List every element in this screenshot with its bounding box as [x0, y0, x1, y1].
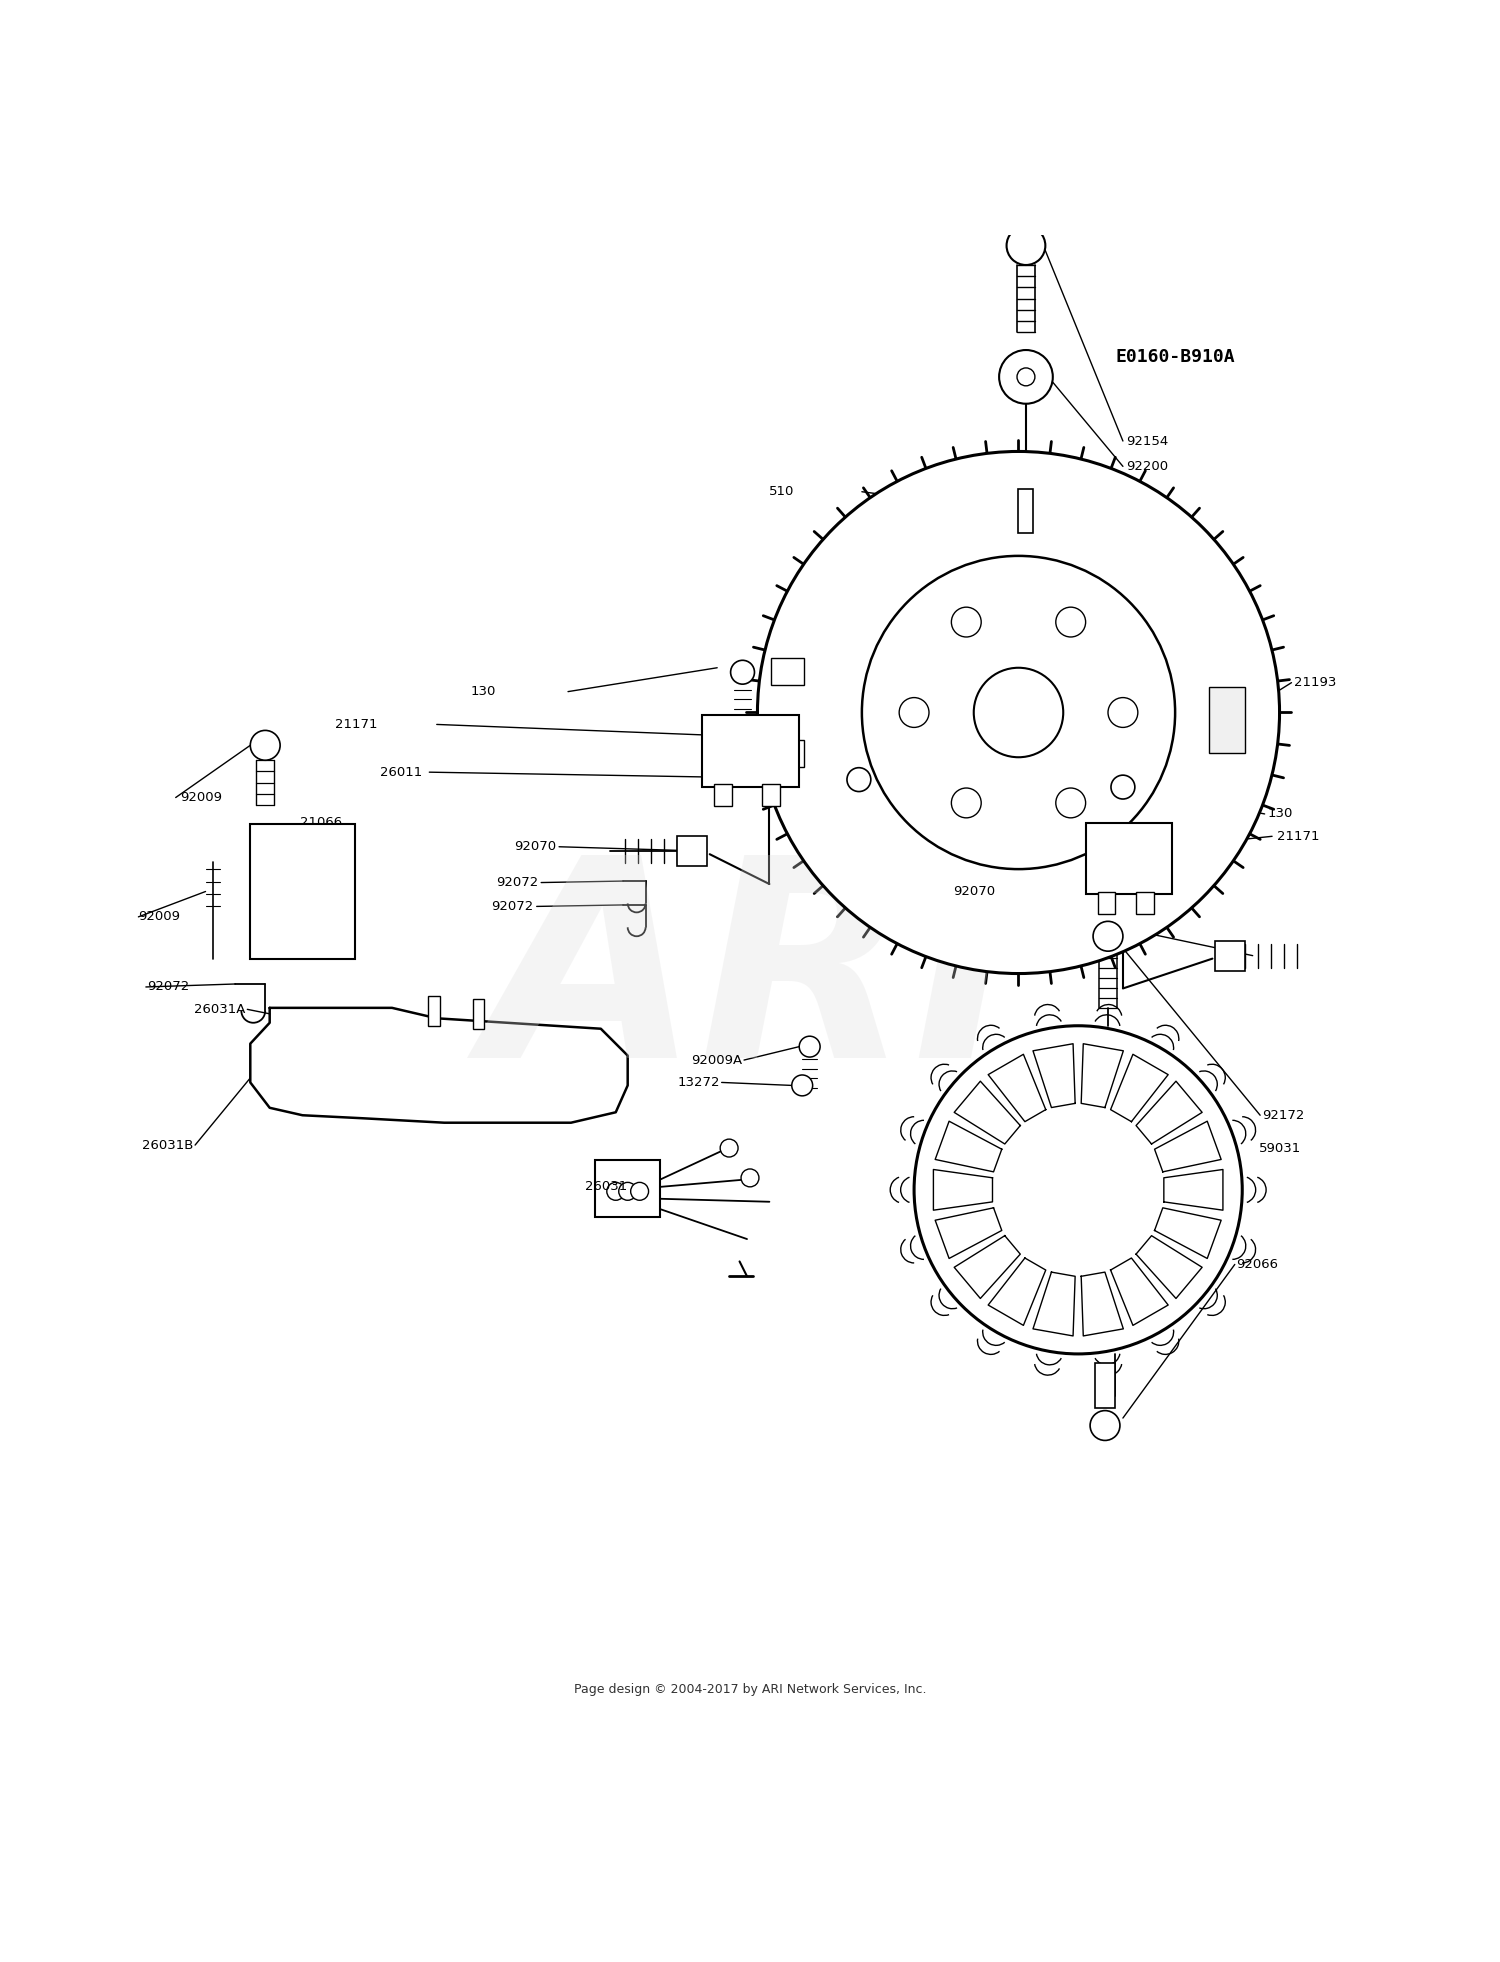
- Polygon shape: [1034, 1044, 1076, 1109]
- Bar: [1086, 822, 1172, 895]
- Text: 92009: 92009: [138, 910, 180, 924]
- Polygon shape: [934, 1120, 1002, 1171]
- Polygon shape: [1110, 1258, 1168, 1326]
- Polygon shape: [1155, 1209, 1221, 1258]
- Circle shape: [720, 1140, 738, 1158]
- Polygon shape: [988, 1054, 1046, 1122]
- Bar: [596, 1160, 660, 1216]
- Polygon shape: [934, 1209, 1002, 1258]
- Polygon shape: [1110, 1054, 1168, 1122]
- Bar: [676, 836, 706, 865]
- Circle shape: [800, 1036, 820, 1058]
- Circle shape: [1094, 922, 1124, 952]
- Text: 21193: 21193: [1294, 677, 1336, 689]
- Text: 92066: 92066: [1236, 1258, 1278, 1271]
- Text: 92070: 92070: [514, 840, 556, 853]
- Bar: [771, 740, 804, 767]
- Polygon shape: [1136, 1236, 1202, 1299]
- Circle shape: [758, 451, 1280, 973]
- Circle shape: [618, 1183, 636, 1201]
- Polygon shape: [1136, 1081, 1202, 1144]
- Polygon shape: [933, 1169, 993, 1211]
- Bar: [251, 824, 354, 959]
- Text: 92154: 92154: [1126, 434, 1168, 447]
- Circle shape: [898, 698, 928, 728]
- Circle shape: [974, 667, 1064, 757]
- Text: 92009: 92009: [180, 791, 222, 804]
- Text: 26011: 26011: [380, 765, 422, 779]
- Circle shape: [1056, 789, 1086, 818]
- Bar: [702, 716, 800, 787]
- Polygon shape: [1082, 1271, 1124, 1336]
- Circle shape: [862, 555, 1174, 869]
- Circle shape: [741, 1169, 759, 1187]
- Text: 510: 510: [770, 485, 795, 498]
- Text: 130: 130: [471, 685, 496, 698]
- Text: 92070: 92070: [952, 885, 994, 899]
- Polygon shape: [1034, 1271, 1076, 1336]
- Text: 26031B: 26031B: [142, 1138, 194, 1152]
- Polygon shape: [954, 1081, 1020, 1144]
- Circle shape: [1108, 698, 1138, 728]
- Circle shape: [951, 789, 981, 818]
- Bar: [762, 785, 780, 806]
- Text: 92200: 92200: [1126, 459, 1168, 473]
- Text: 92172: 92172: [1262, 1109, 1304, 1122]
- Text: 92072: 92072: [496, 877, 538, 889]
- Circle shape: [1007, 226, 1046, 265]
- Bar: [1137, 891, 1154, 914]
- Circle shape: [1090, 1411, 1120, 1440]
- Circle shape: [608, 1183, 624, 1201]
- Polygon shape: [1164, 1169, 1222, 1211]
- Bar: [1095, 1364, 1116, 1407]
- Text: 21171: 21171: [1276, 830, 1318, 844]
- Circle shape: [914, 1026, 1242, 1354]
- Bar: [714, 785, 732, 806]
- Polygon shape: [1082, 1044, 1124, 1109]
- Text: 92072: 92072: [147, 981, 189, 993]
- Circle shape: [1112, 775, 1136, 799]
- Circle shape: [792, 1075, 813, 1097]
- Text: 21171: 21171: [334, 718, 376, 732]
- Text: 13272: 13272: [678, 1075, 720, 1089]
- Bar: [1019, 489, 1034, 534]
- Circle shape: [951, 606, 981, 638]
- Circle shape: [847, 767, 871, 791]
- Text: 92009A: 92009A: [692, 1054, 742, 1067]
- Text: 26031: 26031: [585, 1181, 627, 1193]
- Polygon shape: [988, 1258, 1046, 1326]
- Circle shape: [1056, 606, 1086, 638]
- Text: 130: 130: [1268, 808, 1293, 820]
- Bar: [1098, 891, 1116, 914]
- Circle shape: [992, 1103, 1164, 1277]
- Circle shape: [999, 349, 1053, 404]
- Circle shape: [251, 730, 280, 759]
- Circle shape: [730, 661, 754, 685]
- Bar: [771, 659, 804, 685]
- Bar: [427, 997, 439, 1026]
- Text: 59031: 59031: [1258, 1142, 1300, 1154]
- Text: E0160-B910A: E0160-B910A: [1116, 349, 1234, 367]
- Bar: [1209, 687, 1245, 753]
- Text: ARI: ARI: [484, 846, 1016, 1116]
- Text: Page design © 2004-2017 by ARI Network Services, Inc.: Page design © 2004-2017 by ARI Network S…: [573, 1683, 926, 1695]
- Bar: [1215, 940, 1245, 971]
- Polygon shape: [1155, 1120, 1221, 1171]
- Text: 92072: 92072: [492, 901, 534, 912]
- Bar: [472, 999, 484, 1028]
- Circle shape: [1017, 369, 1035, 387]
- Circle shape: [630, 1183, 648, 1201]
- Polygon shape: [954, 1236, 1020, 1299]
- Text: 26031A: 26031A: [195, 1003, 246, 1016]
- Text: 21066: 21066: [300, 816, 342, 830]
